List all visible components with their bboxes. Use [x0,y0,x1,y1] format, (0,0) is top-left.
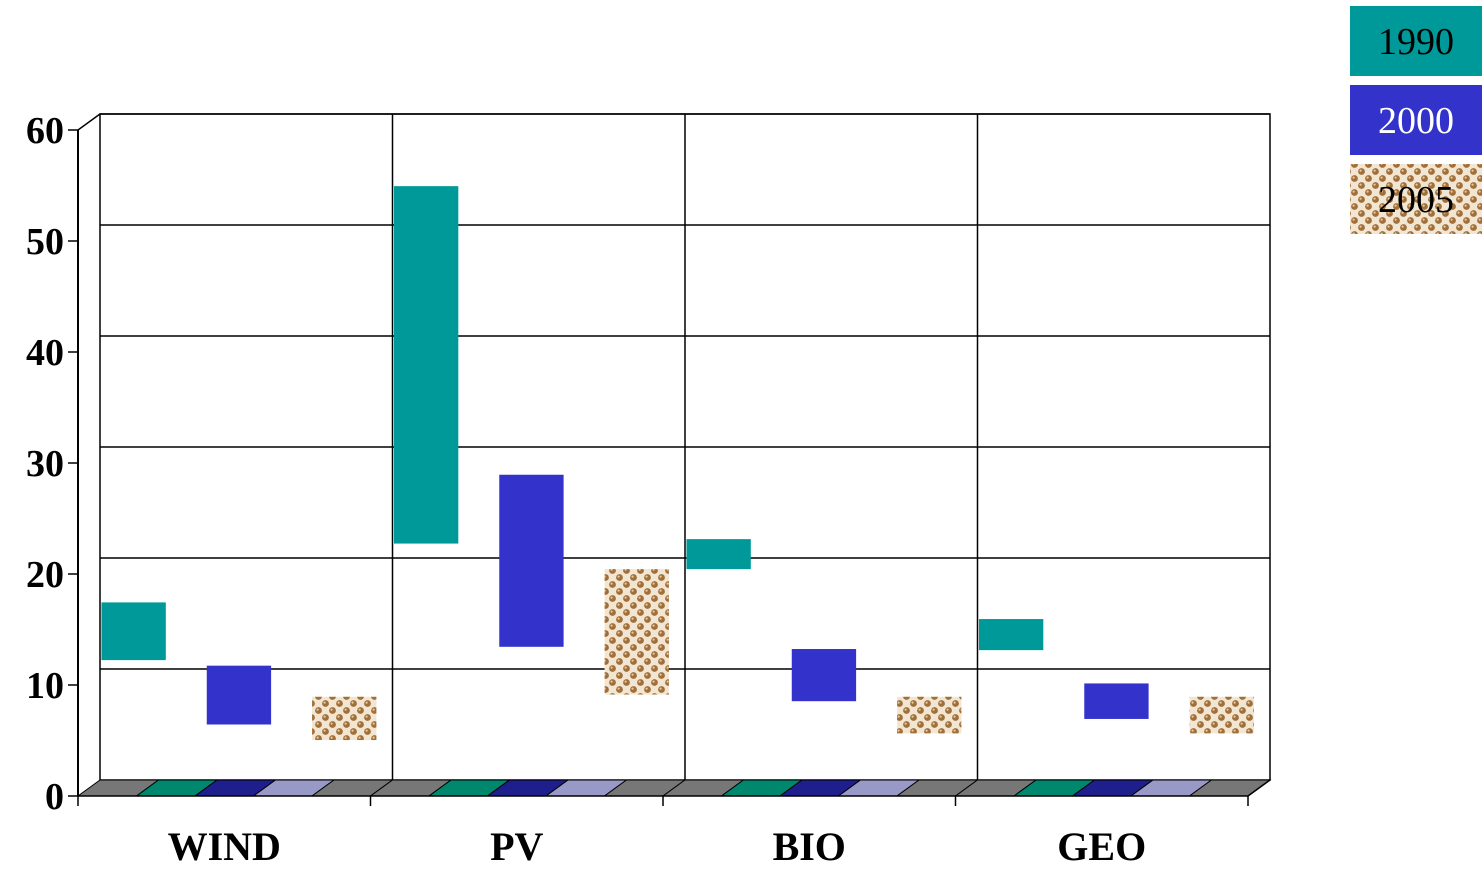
y-axis: 0 10 20 30 40 50 60 [26,110,78,818]
bar-geo-2005 [1189,696,1254,734]
bar-wind-2005 [312,696,377,741]
legend: 1990 2000 2005 [1350,6,1482,234]
x-category-label: WIND [168,824,281,869]
bar-pv-2005 [604,569,669,695]
legend-label-2000: 2000 [1378,100,1454,142]
y-tick-label: 20 [26,554,64,596]
legend-label-1990: 1990 [1378,21,1454,63]
y-tick-label: 50 [26,221,64,263]
y-tick-label: 40 [26,332,64,374]
y-tick-label: 0 [45,776,64,818]
bar-wind-1990 [101,602,166,661]
x-category-label: BIO [773,824,846,869]
y-tick-label: 10 [26,665,64,707]
legend-swatch-2000 [1350,85,1482,155]
legend-swatch-2005 [1350,164,1482,234]
x-category-label: GEO [1057,824,1146,869]
legend-swatch-1990 [1350,6,1482,76]
x-axis: WIND PV BIO GEO [168,824,1147,869]
x-category-label: PV [490,824,543,869]
bar-pv-1990 [393,186,459,544]
y-tick-label: 60 [26,110,64,152]
bar-bio-2000 [791,649,857,702]
legend-label-2005: 2005 [1378,179,1454,221]
plot-area [76,113,1272,806]
y-tick-label: 30 [26,443,64,485]
bar-bio-1990 [686,539,751,570]
floor-right-edge [1247,779,1271,797]
side-wall-top [77,113,101,131]
bar-geo-2000 [1084,683,1149,719]
bar-pv-2000 [499,474,564,647]
bar-geo-1990 [978,619,1044,651]
bar-wind-2000 [206,665,272,725]
bar-bio-2005 [897,696,962,734]
